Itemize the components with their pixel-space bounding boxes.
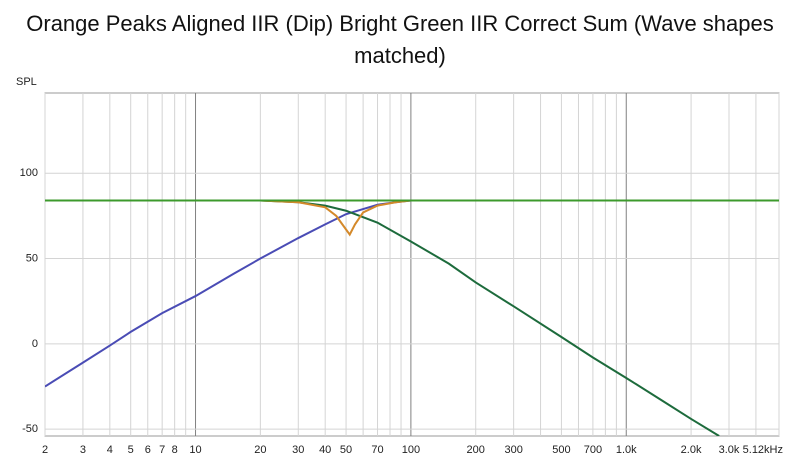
x-tick-label: 5.12kHz — [743, 444, 783, 456]
x-tick-label: 20 — [254, 444, 266, 456]
x-tick-label: 4 — [107, 444, 113, 456]
y-tick-label: -50 — [22, 423, 38, 435]
x-tick-label: 5 — [128, 444, 134, 456]
y-axis-label: SPL — [16, 76, 37, 88]
series-line — [45, 199, 779, 237]
x-tick-label: 200 — [467, 444, 485, 456]
y-tick-label: 50 — [26, 252, 38, 264]
x-tick-label: 7 — [159, 444, 165, 456]
chart-title: Orange Peaks Aligned IIR (Dip) Bright Gr… — [26, 11, 774, 68]
x-tick-label: 2 — [42, 444, 48, 456]
x-tick-label: 30 — [292, 444, 304, 456]
y-tick-label: 100 — [20, 167, 38, 179]
x-tick-label: 300 — [504, 444, 522, 456]
y-tick-label: 0 — [32, 338, 38, 350]
x-tick-label: 40 — [319, 444, 331, 456]
plot-area — [44, 92, 780, 437]
x-tick-label: 3 — [80, 444, 86, 456]
x-tick-label: 70 — [371, 444, 383, 456]
x-tick-label: 100 — [402, 444, 420, 456]
x-tick-label: 50 — [340, 444, 352, 456]
x-tick-label: 3.0k — [719, 444, 740, 456]
x-tick-label: 1.0k — [616, 444, 637, 456]
x-tick-label: 10 — [189, 444, 201, 456]
x-tick-label: 500 — [552, 444, 570, 456]
x-tick-label: 6 — [145, 444, 151, 456]
x-tick-label: 8 — [172, 444, 178, 456]
x-tick-label: 700 — [584, 444, 602, 456]
x-tick-label: 2.0k — [681, 444, 702, 456]
